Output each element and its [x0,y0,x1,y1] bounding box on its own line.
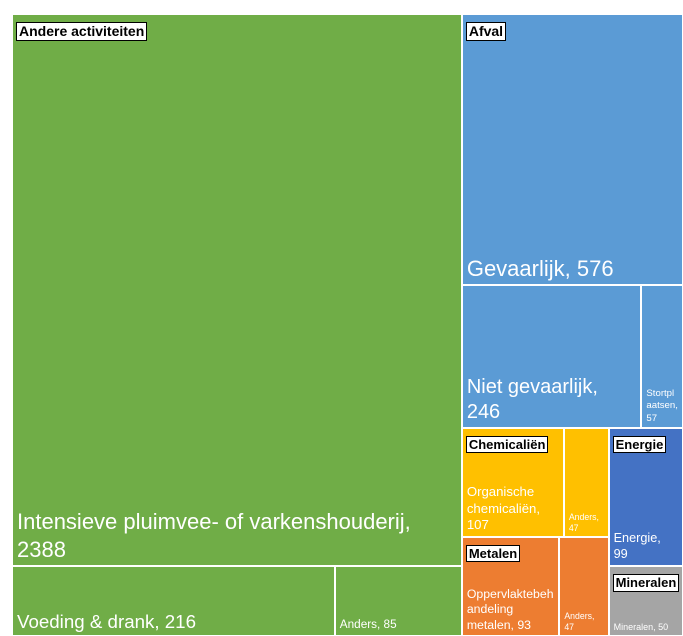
tile-label: Voeding & drank, 216 [17,610,197,632]
group-label: Chemicaliën [465,435,549,454]
tile-label: Gevaarlijk, 576 [466,255,614,281]
treemap-tile: Voeding & drank, 216 [12,566,335,636]
treemap-tile: Anders, 85 [334,566,462,636]
treemap-tile: Niet gevaarlijk, 246 [461,285,642,428]
group-label: Metalen [465,544,521,563]
tile-label: Organische chemicaliën, 107 [466,484,541,533]
group-label: Andere activiteiten [16,22,148,41]
tile-label: Anders, 47 [568,511,599,533]
tile-label: Stortplaatsen, 57 [646,388,678,424]
tile-label: Mineralen, 50 [613,621,669,632]
group-label: Mineralen [612,574,680,592]
tile-label: Anders, 85 [339,618,397,632]
group-label: Afval [465,22,507,41]
tile-label: Niet gevaarlijk, 246 [466,375,598,423]
tile-label: Anders, 47 [564,611,595,633]
treemap-tile: Anders, 47 [559,536,609,636]
treemap-tile: Anders, 47 [563,427,609,537]
tile-label: Oppervlaktebehandeling metalen, 93 [466,586,554,632]
treemap-tile: Oppervlaktebehandeling metalen, 93 [461,536,560,636]
treemap-tile: Intensieve pluimvee- of varkenshouderij,… [12,14,462,567]
group-label: Energie [612,435,667,454]
tile-label: Energie, 99 [613,531,661,562]
treemap-tile: Gevaarlijk, 576 [461,14,683,285]
tile-label: Intensieve pluimvee- of varkenshouderij,… [17,509,411,562]
treemap-tile: Stortplaatsen, 57 [641,285,683,428]
